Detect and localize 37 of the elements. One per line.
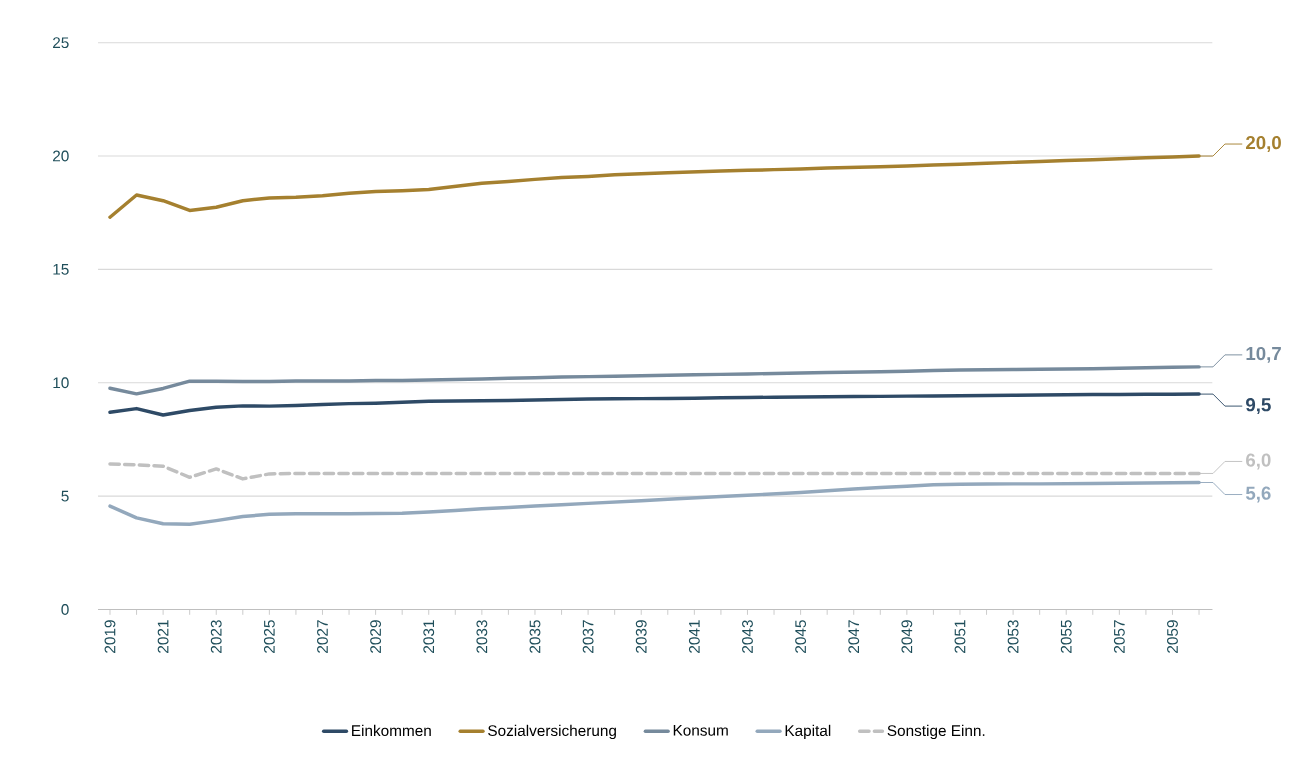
x-tick-label: 2023 — [210, 620, 222, 653]
data-label: 20,0 — [1246, 135, 1281, 152]
y-tick-label: 25 — [53, 37, 69, 48]
x-tick-label: 2055 — [1060, 620, 1072, 653]
data-label: 6,0 — [1246, 453, 1271, 470]
x-tick-label: 2049 — [901, 620, 913, 653]
y-tick-label: 5 — [61, 490, 69, 502]
x-tick-label: 2035 — [529, 620, 541, 653]
y-tick-label: 20 — [53, 150, 69, 162]
x-tick-label: 2059 — [1167, 620, 1178, 653]
data-label: 9,5 — [1246, 398, 1271, 414]
legend-label: Einkommen — [352, 724, 431, 736]
x-tick-label: 2043 — [742, 620, 753, 653]
x-tick-label: 2047 — [848, 620, 860, 653]
legend-label: Sozialversicherung — [488, 724, 616, 739]
x-tick-label: 2045 — [795, 620, 807, 653]
x-tick-label: 2029 — [370, 620, 382, 653]
x-tick-label: 2033 — [476, 620, 488, 653]
data-label: 5,6 — [1245, 486, 1271, 503]
data-label: 10,7 — [1246, 346, 1281, 363]
legend-label: Konsum — [673, 724, 728, 736]
y-tick-label: 15 — [53, 263, 69, 275]
x-tick-label: 2051 — [954, 620, 966, 653]
x-tick-label: 2021 — [157, 620, 169, 653]
y-tick-label: 0 — [61, 603, 69, 615]
legend-label: Kapital — [785, 724, 831, 739]
x-tick-label: 2025 — [263, 620, 275, 653]
x-tick-label: 2027 — [317, 620, 328, 653]
x-tick-label: 2039 — [635, 620, 647, 653]
x-tick-label: 2057 — [1113, 620, 1125, 653]
x-tick-label: 2041 — [688, 620, 700, 653]
x-tick-label: 2037 — [582, 620, 594, 653]
legend-label: Sonstige Einn. — [887, 724, 985, 739]
x-tick-label: 2031 — [423, 620, 435, 653]
y-tick-label: 10 — [53, 377, 69, 389]
x-tick-label: 2019 — [104, 620, 116, 653]
x-tick-label: 2053 — [1007, 620, 1019, 653]
